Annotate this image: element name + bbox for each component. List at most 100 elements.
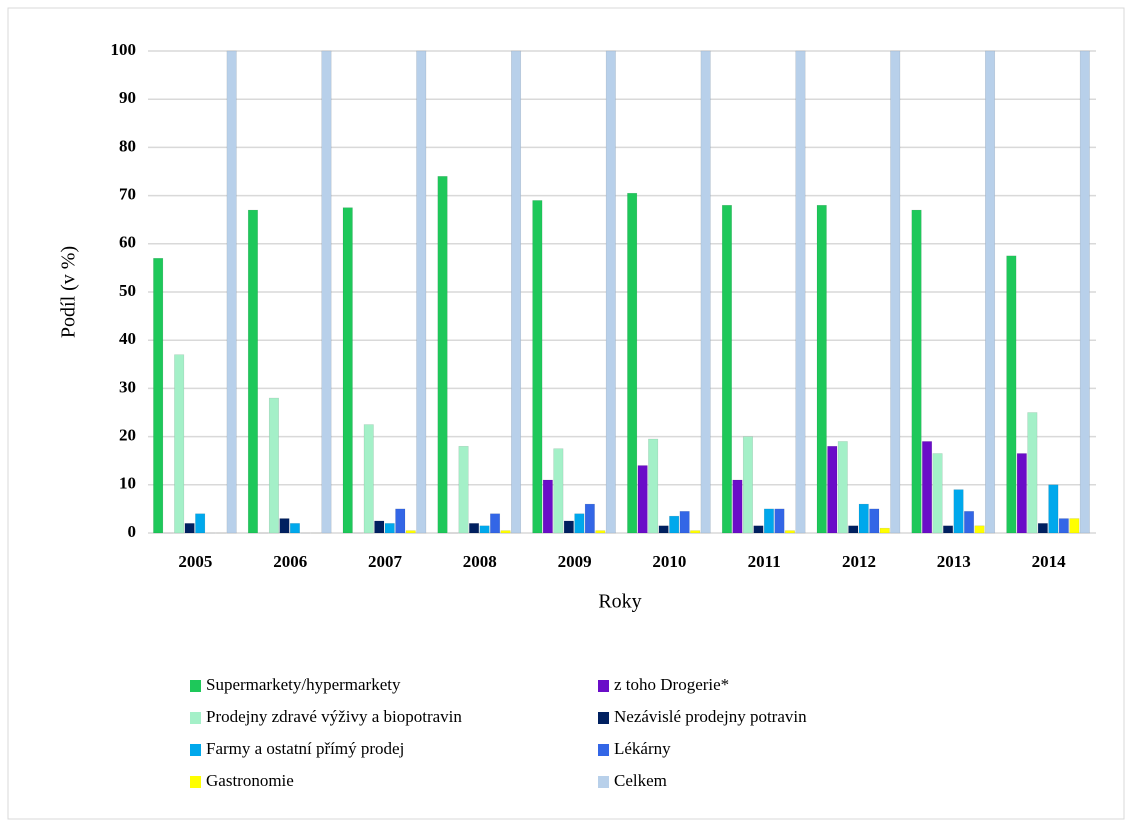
y-tick-label: 0 (128, 522, 137, 541)
bar (458, 445, 469, 534)
bar (964, 511, 975, 534)
bar (848, 525, 859, 534)
x-tick-label: 2014 (1032, 552, 1067, 571)
x-tick-label: 2007 (368, 552, 403, 571)
bar (1079, 50, 1090, 534)
y-tick-label: 20 (119, 426, 136, 445)
legend-swatch (598, 680, 609, 692)
bar (195, 513, 206, 534)
legend-swatch (190, 712, 201, 724)
bar (416, 50, 427, 534)
y-tick-label: 50 (119, 281, 136, 300)
bar (321, 50, 332, 534)
bar (932, 453, 943, 534)
y-axis-title: Podíl (v %) (58, 246, 80, 338)
legend-swatch (598, 776, 609, 788)
bar (226, 50, 237, 534)
x-tick-label: 2005 (178, 552, 212, 571)
bar (774, 508, 785, 534)
bar (247, 209, 258, 534)
legend-label: Gastronomie (206, 771, 294, 790)
x-tick-label: 2013 (937, 552, 971, 571)
bar (574, 513, 585, 534)
bar (763, 508, 774, 534)
bar (784, 530, 795, 534)
bar (595, 530, 606, 534)
bar (879, 527, 890, 534)
legend-swatch (190, 776, 201, 788)
bar (700, 50, 711, 534)
bar (1027, 412, 1038, 534)
bar (500, 530, 511, 534)
bar (953, 489, 964, 534)
bar (816, 204, 827, 534)
bar (479, 525, 490, 534)
legend-swatch (598, 712, 609, 724)
legend-label: Celkem (614, 771, 667, 790)
bar (184, 523, 195, 534)
legend-label: Supermarkety/hypermarkety (206, 675, 401, 694)
legend-swatch (598, 744, 609, 756)
bar (437, 176, 448, 534)
bar (869, 508, 880, 534)
bar (911, 209, 922, 534)
bar (827, 445, 838, 534)
bar (648, 438, 659, 534)
bar (679, 511, 690, 534)
bar (584, 503, 595, 534)
bar (753, 525, 764, 534)
bar (627, 192, 638, 534)
bar (342, 207, 353, 534)
bar (563, 520, 574, 534)
y-tick-label: 70 (119, 185, 136, 204)
bar (637, 465, 648, 534)
bar (943, 525, 954, 534)
y-tick-label: 30 (119, 377, 136, 396)
bar (384, 523, 395, 534)
bar (153, 258, 164, 534)
bar (174, 354, 185, 534)
legend-label: Prodejny zdravé výživy a biopotravin (206, 707, 462, 726)
x-tick-label: 2012 (842, 552, 876, 571)
bar (732, 479, 743, 534)
bar (490, 513, 501, 534)
bar (690, 530, 701, 534)
bar (1048, 484, 1059, 534)
bar (532, 200, 543, 534)
y-tick-label: 10 (119, 474, 136, 493)
bar (374, 520, 385, 534)
bar (395, 508, 406, 534)
x-tick-label: 2008 (463, 552, 497, 571)
bar (837, 441, 848, 534)
x-tick-label: 2009 (558, 552, 592, 571)
bar (974, 525, 985, 534)
bar (279, 518, 290, 534)
legend-label: Nezávislé prodejny potravin (614, 707, 807, 726)
bar (742, 436, 753, 534)
bar (1058, 518, 1069, 534)
bar (405, 530, 416, 534)
bar (1037, 523, 1048, 534)
x-axis-title: Roky (598, 591, 641, 613)
legend-swatch (190, 680, 201, 692)
bar (553, 448, 564, 534)
y-tick-label: 80 (119, 136, 136, 155)
bar (890, 50, 901, 534)
legend-label: z toho Drogerie* (614, 675, 729, 694)
bar (1069, 518, 1080, 534)
legend-label: Lékárny (614, 739, 671, 758)
bar (363, 424, 374, 534)
bar (985, 50, 996, 534)
bar (268, 397, 279, 534)
y-tick-label: 90 (119, 88, 136, 107)
bar (1016, 453, 1027, 534)
bar (289, 523, 300, 534)
y-tick-label: 100 (111, 40, 137, 59)
y-tick-label: 60 (119, 233, 136, 252)
legend-swatch (190, 744, 201, 756)
x-tick-label: 2011 (748, 552, 781, 571)
bar (858, 503, 869, 534)
bar (669, 515, 680, 534)
bar (658, 525, 669, 534)
